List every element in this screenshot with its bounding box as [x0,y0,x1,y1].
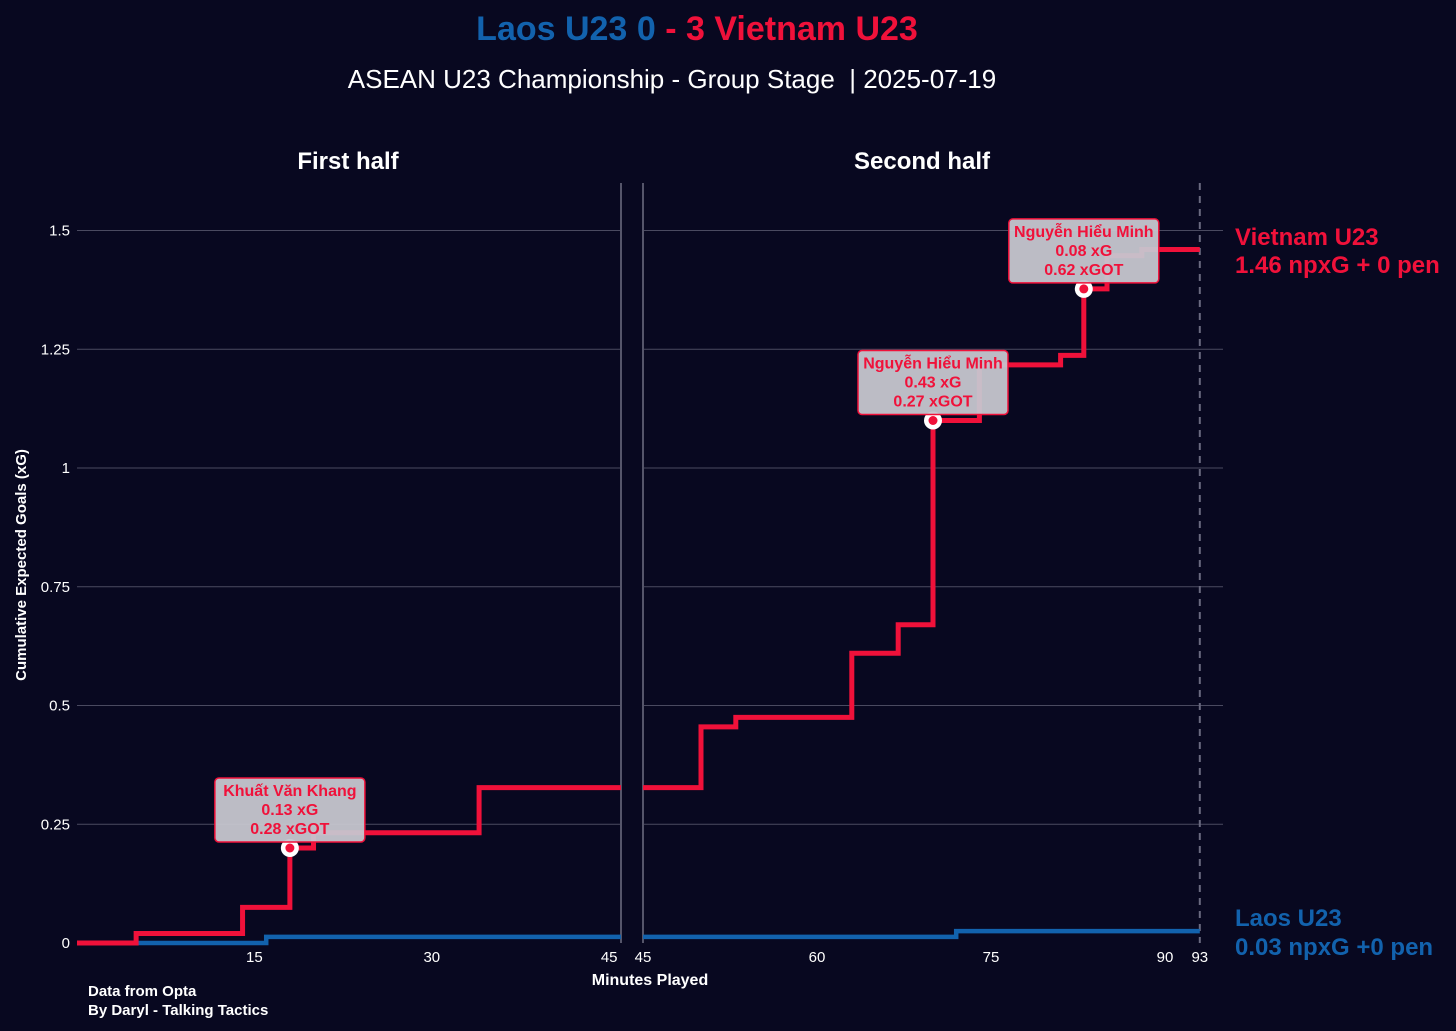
y-axis-label: Cumulative Expected Goals (xG) [13,449,30,681]
title-home-score: 0 [637,10,656,48]
legend-home-team: Laos U23 [1235,905,1342,932]
y-tick-label: 0.25 [41,816,70,833]
x-tick-label: 45 [601,949,618,966]
series-line-laos-u23 [136,934,621,946]
y-tick-label: 0.5 [49,698,70,715]
goal-annotation-box [857,349,1009,416]
legend-away-team: Vietnam U23 [1235,224,1379,251]
panel-title-second-half: Second half [854,148,991,175]
goal-marker-dot [285,843,295,853]
title-away-team: Vietnam U23 [714,10,917,48]
goal-marker-dot [1079,284,1089,294]
chart-subtitle: ASEAN U23 Championship - Group Stage | 2… [348,64,996,94]
goal-annotation-box [214,777,366,843]
goal-marker-dot [928,416,938,425]
y-tick-label: 1.5 [49,223,70,240]
chart-title: Laos U23 0 - 3 Vietnam U23 [476,10,918,48]
x-tick-label: 15 [246,949,263,966]
footer-source: Data from Opta [88,983,197,1000]
title-away-score: 3 [686,10,705,48]
annotation-layer: Khuất Văn Khang 0.13 xG 0.28 xGOT Nguyễn Hi… [214,218,1160,857]
x-tick-label: 93 [1191,949,1208,966]
goal-xg-label: 0.08 xG [1055,243,1112,260]
x-tick-label: 75 [983,949,1000,966]
goal-player-label: Nguyễn Hiểu Minh [863,354,1003,373]
legend-home-summary: 0.03 npxG +0 pen [1235,934,1433,961]
goal-xgot-label: 0.27 xGOT [893,394,972,411]
goal-annotation-box [1008,218,1160,284]
x-tick-label: 90 [1157,949,1174,966]
grid-layer: 0 0.25 0.5 0.75 1 1.25 1.5 15 30 45 45 60 75 90 93 [41,183,1223,966]
series-line-vietnam-u23 [77,785,621,946]
x-tick-label: 45 [635,949,652,966]
goal-xgot-label: 0.28 xGOT [250,821,329,838]
x-tick-label: 60 [809,949,826,966]
footer-author: By Daryl - Talking Tactics [88,1002,268,1019]
goal-player-label: Khuất Văn Khang [223,783,356,800]
goal-xgot-label: 0.62 xGOT [1044,262,1123,279]
legend-away-summary: 1.46 npxG + 0 pen [1235,252,1440,279]
y-tick-label: 0.75 [41,579,70,596]
title-home-team: Laos U23 [476,10,627,48]
title-separator: - [665,10,676,48]
series-line-vietnam-u23 [643,247,1200,791]
panel-title-first-half: First half [297,148,399,175]
x-tick-label: 30 [423,949,440,966]
series-line-laos-u23 [643,928,1200,940]
goal-xg-label: 0.13 xG [261,802,318,819]
goal-player-label: Nguyễn Hiểu Minh [1014,222,1154,241]
y-tick-label: 1 [62,460,70,477]
y-tick-label: 1.25 [41,341,70,358]
goal-xg-label: 0.43 xG [905,375,962,392]
y-tick-label: 0 [62,935,70,952]
x-axis-label: Minutes Played [592,972,708,989]
